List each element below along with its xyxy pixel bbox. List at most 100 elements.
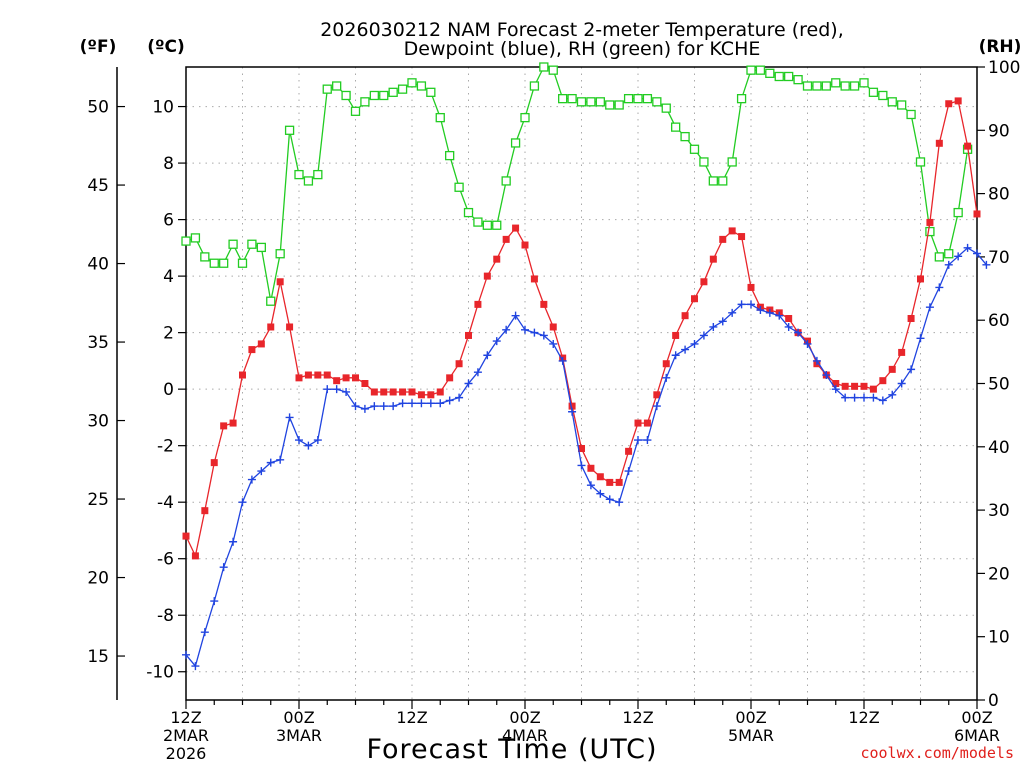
rh-point — [595, 97, 605, 107]
rh-point — [454, 182, 464, 192]
x-tick-label-line1: 00Z — [283, 708, 314, 727]
celsius-tick-label: 2 — [163, 324, 174, 344]
temperature-point — [229, 419, 237, 427]
rh-point — [209, 258, 219, 268]
celsius-tick-label: -8 — [157, 606, 174, 626]
rh-point — [689, 144, 700, 154]
rh-point — [181, 236, 191, 246]
rh-point — [793, 75, 803, 85]
dewpoint-point — [313, 436, 322, 445]
temperature-point — [973, 210, 981, 218]
rh-point — [492, 220, 502, 230]
dewpoint-point — [370, 402, 379, 411]
dewpoint-point — [662, 373, 671, 382]
rh-point — [520, 112, 530, 123]
rh-point — [784, 71, 794, 82]
dewpoint-point — [822, 371, 831, 380]
rh-point — [746, 65, 756, 75]
rh-point — [671, 122, 681, 132]
temperature-point — [549, 323, 557, 331]
rh-tick-label: 50 — [988, 375, 1010, 395]
dewpoint-point — [718, 317, 727, 326]
x-tick-label-line1: 00Z — [509, 708, 540, 727]
rh-point — [510, 138, 521, 148]
dewpoint-point — [709, 322, 718, 331]
rh-point — [200, 252, 210, 262]
temperature-point — [521, 241, 529, 249]
rh-point — [727, 157, 737, 167]
rh-point — [944, 249, 954, 259]
dewpoint-point — [634, 436, 642, 445]
temperature-point — [935, 139, 943, 147]
fahrenheit-unit-label: (ºF) — [80, 37, 117, 57]
tick-labels: -10 -8 -6 -4 -2 0 2 4 6 8 10 15 20 25 30 35 40 45 50 0 10 20 3… — [87, 58, 1020, 763]
rh-point — [190, 233, 201, 243]
temperature-point — [455, 360, 463, 368]
rh-tick-label: 0 — [988, 691, 999, 711]
dewpoint-point — [530, 328, 539, 337]
fahrenheit-tick-label: 30 — [87, 412, 109, 432]
temperature-point — [596, 473, 604, 481]
dewpoint-point — [379, 402, 388, 411]
dewpoint-point — [210, 597, 219, 606]
temperature-point — [587, 464, 595, 472]
temperature-point — [615, 478, 623, 486]
dewpoint-point — [756, 306, 765, 315]
credit-link[interactable]: coolwx.com/models — [860, 744, 1014, 762]
rh-point — [567, 94, 577, 104]
rh-point — [237, 258, 248, 268]
temperature-point — [888, 365, 896, 373]
rh-point — [416, 81, 427, 91]
x-tick-label-line2: 5MAR — [728, 726, 774, 745]
dewpoint-point — [182, 650, 190, 659]
x-tick-label-line2: 2MAR — [163, 726, 209, 745]
dewpoint-point — [219, 563, 228, 572]
rh-point — [558, 94, 568, 104]
x-tick-label-line1: 00Z — [735, 708, 766, 727]
temperature-point — [653, 391, 661, 399]
dewpoint-point — [916, 334, 925, 343]
dewpoint-point — [794, 328, 803, 337]
dewpoint-point — [483, 351, 492, 360]
temperature-point — [945, 100, 953, 108]
dewpoint-point — [652, 402, 661, 411]
dewpoint-point — [257, 467, 266, 476]
temperature-point — [323, 371, 331, 379]
dewpoint-point — [737, 300, 746, 309]
rh-point — [332, 81, 342, 91]
dewpoint-point — [455, 393, 464, 402]
celsius-tick-label: -6 — [157, 550, 174, 570]
rh-point — [868, 87, 879, 97]
dewpoint-point — [643, 436, 652, 445]
temperature-point — [201, 507, 209, 515]
rh-point — [256, 242, 266, 253]
rh-point — [576, 97, 587, 107]
temperature-point — [785, 315, 793, 323]
rh-point — [313, 169, 323, 180]
dewpoint-point — [539, 331, 548, 340]
rh-point — [605, 100, 615, 110]
dewpoint-point — [408, 399, 416, 408]
rh-point — [473, 217, 483, 227]
temperature-point — [869, 385, 877, 393]
rh-point — [266, 296, 276, 306]
rh-point — [661, 103, 671, 113]
rh-point — [294, 169, 304, 180]
dewpoint-point — [398, 399, 407, 408]
rh-point — [219, 258, 229, 268]
temperature-point — [389, 388, 397, 396]
dewpoint-point — [681, 345, 690, 354]
rh-point — [501, 176, 511, 186]
rh-point — [426, 87, 436, 97]
temperature-point — [361, 380, 369, 387]
chart-title-line-2: Dewpoint (blue), RH (green) for KCHE — [404, 38, 761, 60]
temperature-point — [248, 346, 256, 354]
dewpoint-point — [558, 356, 567, 365]
dewpoint-point — [577, 461, 586, 470]
dewpoint-point — [511, 311, 520, 320]
x-tick-label-line1: 12Z — [170, 708, 201, 727]
dewpoint-point — [492, 337, 501, 346]
rh-point — [915, 157, 926, 167]
dewpoint-point — [841, 393, 850, 402]
dewpoint-point — [878, 396, 887, 405]
